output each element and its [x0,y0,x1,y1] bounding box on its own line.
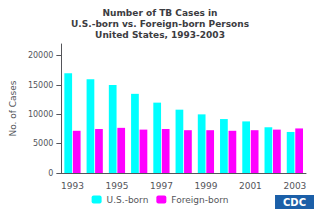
svg-text:0: 0 [48,169,53,178]
svg-text:United States, 1993-2003: United States, 1993-2003 [95,30,225,40]
svg-text:Foreign-born: Foreign-born [171,195,228,205]
svg-text:CDC: CDC [283,197,306,208]
svg-text:No. of Cases: No. of Cases [8,80,18,136]
svg-text:20000: 20000 [28,51,53,60]
svg-text:1999: 1999 [194,181,217,191]
svg-text:2001: 2001 [239,181,262,191]
svg-text:1997: 1997 [150,181,173,191]
svg-text:Number of TB Cases in: Number of TB Cases in [103,8,218,18]
svg-text:1995: 1995 [105,181,128,191]
svg-text:15000: 15000 [28,81,53,90]
svg-text:U.S.-born: U.S.-born [107,195,149,205]
svg-text:U.S.-born vs. Foreign-born Per: U.S.-born vs. Foreign-born Persons [71,19,249,29]
svg-text:2003: 2003 [283,181,306,191]
svg-text:1993: 1993 [61,181,84,191]
svg-text:5000: 5000 [33,139,53,148]
svg-text:10000: 10000 [28,110,53,119]
